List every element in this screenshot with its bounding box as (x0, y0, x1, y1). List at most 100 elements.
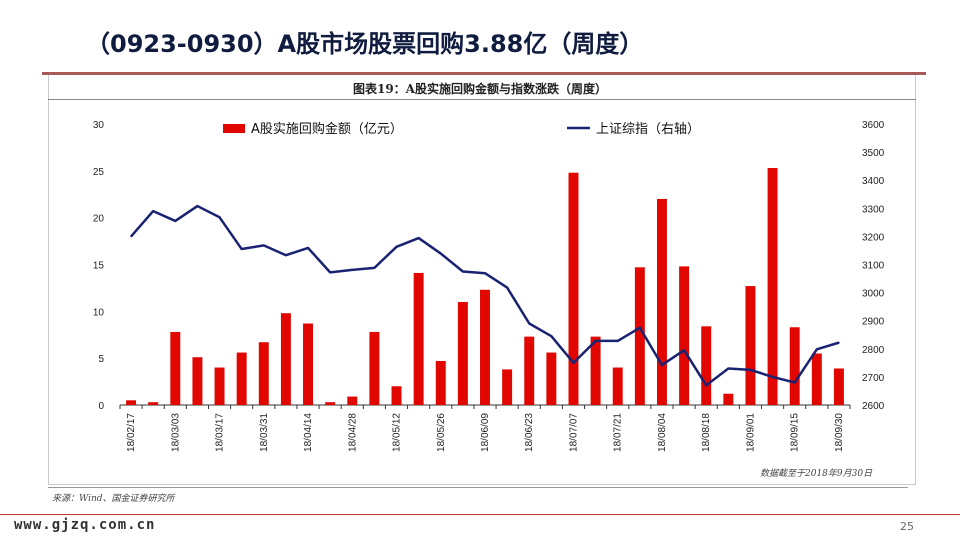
x-tick-label: 18/07/21 (613, 413, 624, 452)
bar-mark (701, 326, 712, 405)
bar-mark (524, 336, 535, 405)
line-point (152, 210, 154, 212)
y-right-tick-label: 3200 (862, 232, 885, 243)
bar-mark (679, 266, 690, 405)
chart-frame (48, 75, 916, 485)
bar-mark (457, 301, 468, 405)
footer-divider (0, 514, 960, 515)
bar-mark (369, 331, 380, 405)
source-divider (48, 487, 908, 488)
bar-mark (280, 313, 291, 405)
bar-mark (546, 352, 557, 405)
y-right-tick-label: 3300 (862, 204, 885, 215)
line-point (816, 348, 818, 351)
x-tick-label: 18/06/23 (524, 413, 535, 452)
x-tick-label: 18/09/15 (790, 413, 801, 452)
line-point (550, 335, 553, 337)
y-left-tick-label: 25 (93, 167, 105, 178)
bar-mark (612, 367, 623, 405)
bar-mark (656, 198, 667, 405)
bar-mark (192, 357, 203, 405)
bar-series (126, 168, 844, 405)
bar-mark (170, 331, 181, 405)
bar-mark (568, 172, 579, 405)
bar-mark (480, 289, 490, 405)
bar-mark (126, 400, 137, 405)
line-point (351, 269, 354, 271)
line-point (528, 322, 531, 325)
bar-mark (745, 286, 756, 405)
page-number: 25 (900, 520, 914, 533)
chart-title: 图表19：A股实施回购金额与指数涨跌（周度） (352, 82, 607, 96)
line-point (417, 237, 420, 239)
y-right-tick-label: 2700 (862, 373, 885, 384)
bar-mark (391, 386, 402, 405)
website-link[interactable]: www.gjzq.com.cn (14, 517, 156, 533)
line-point (616, 340, 619, 342)
bar-mark (236, 352, 247, 405)
y-left-tick-label: 15 (93, 261, 105, 272)
line-point (793, 381, 796, 384)
data-cutoff-note: 数据截至于2018年9月30日 (760, 469, 873, 479)
line-point (395, 245, 398, 248)
x-tick-label: 18/03/03 (170, 413, 181, 452)
x-tick-label: 18/06/09 (480, 413, 491, 452)
legend-bar-label: A股实施回购金额（亿元） (251, 121, 403, 137)
bar-mark (435, 360, 446, 405)
slide-title: （0923-0930）A股市场股票回购3.88亿（周度） (86, 30, 644, 58)
line-series (130, 204, 840, 387)
line-point (462, 270, 464, 273)
y-left-tick-label: 5 (98, 354, 104, 365)
line-point (240, 248, 243, 250)
bar-mark (347, 396, 358, 405)
bar-mark (325, 402, 336, 405)
bar-mark (258, 342, 269, 405)
x-tick-label: 18/03/17 (215, 413, 226, 452)
source-note: 来源：Wind、国金证券研究所 (52, 494, 175, 504)
y-left-tick-label: 30 (93, 120, 105, 131)
line-point (727, 367, 730, 370)
bar-mark (148, 402, 159, 405)
chart-legend: A股实施回购金额（亿元） 上证综指（右轴） (223, 121, 700, 137)
line-point (329, 271, 331, 274)
y-left-tick-label: 0 (98, 401, 104, 412)
bar-mark (833, 368, 844, 405)
line-point (594, 340, 597, 342)
line-point (262, 244, 265, 247)
line-point (639, 326, 641, 329)
line-point (307, 247, 309, 249)
y-left-tick-label: 10 (93, 307, 105, 318)
x-tick-label: 18/05/26 (436, 413, 447, 452)
legend-line-label: 上证综指（右轴） (596, 122, 700, 137)
line-point (572, 362, 575, 364)
y-right-tick-label: 2900 (862, 317, 885, 328)
line-point (484, 272, 486, 275)
y-right-tick-label: 3500 (862, 148, 885, 159)
line-point (285, 254, 287, 257)
line-point (373, 267, 376, 269)
line-point (506, 286, 508, 289)
x-tick-label: 18/09/30 (834, 413, 845, 452)
x-tick-label: 18/04/28 (347, 413, 358, 452)
x-tick-label: 18/07/07 (568, 413, 579, 452)
x-tick-label: 18/03/31 (259, 413, 270, 452)
y-right-tick-label: 2600 (862, 401, 885, 412)
x-tick-label: 18/09/01 (745, 413, 756, 452)
title-divider (42, 72, 926, 75)
line-point (749, 369, 752, 371)
y-right-tick-label: 3600 (862, 120, 885, 131)
bar-mark (303, 323, 314, 405)
bar-mark (811, 353, 822, 405)
x-tick-label: 18/08/04 (657, 413, 668, 452)
line-point (661, 364, 663, 366)
bar-mark (789, 327, 800, 405)
bar-mark (634, 267, 645, 405)
bar-mark (214, 367, 225, 405)
line-point (174, 220, 177, 222)
chart-title-divider (48, 99, 916, 100)
x-tick-label: 18/02/17 (126, 413, 137, 452)
y-right-tick-label: 2800 (862, 345, 885, 356)
line-point (130, 235, 132, 238)
legend-bar-swatch (223, 124, 245, 133)
